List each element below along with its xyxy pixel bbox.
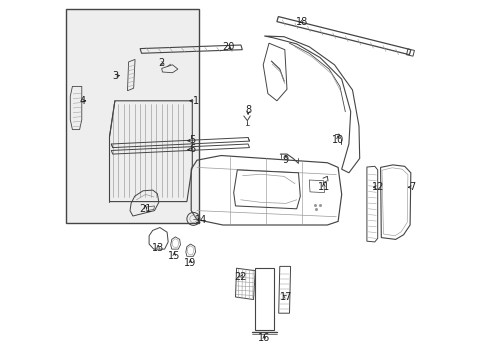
- Text: 8: 8: [244, 105, 251, 115]
- Text: 21: 21: [139, 204, 151, 214]
- Text: 7: 7: [408, 182, 414, 192]
- Text: 20: 20: [222, 42, 234, 52]
- Text: 12: 12: [371, 182, 383, 192]
- Text: 9: 9: [282, 155, 288, 165]
- Text: 4: 4: [79, 96, 85, 106]
- Text: 18: 18: [295, 17, 307, 27]
- Text: 5: 5: [189, 135, 195, 145]
- Text: 6: 6: [189, 144, 195, 154]
- Text: 15: 15: [168, 251, 180, 261]
- Text: 10: 10: [331, 135, 344, 145]
- Text: 14: 14: [195, 215, 207, 225]
- Text: 16: 16: [258, 333, 270, 343]
- Text: 13: 13: [152, 243, 164, 253]
- Text: 22: 22: [234, 272, 246, 282]
- Text: 3: 3: [112, 71, 118, 81]
- Text: 11: 11: [317, 182, 329, 192]
- Text: 19: 19: [184, 258, 196, 268]
- Text: 1: 1: [192, 96, 199, 106]
- Text: 17: 17: [279, 292, 291, 302]
- Bar: [66, 9, 199, 223]
- Text: 2: 2: [158, 58, 164, 68]
